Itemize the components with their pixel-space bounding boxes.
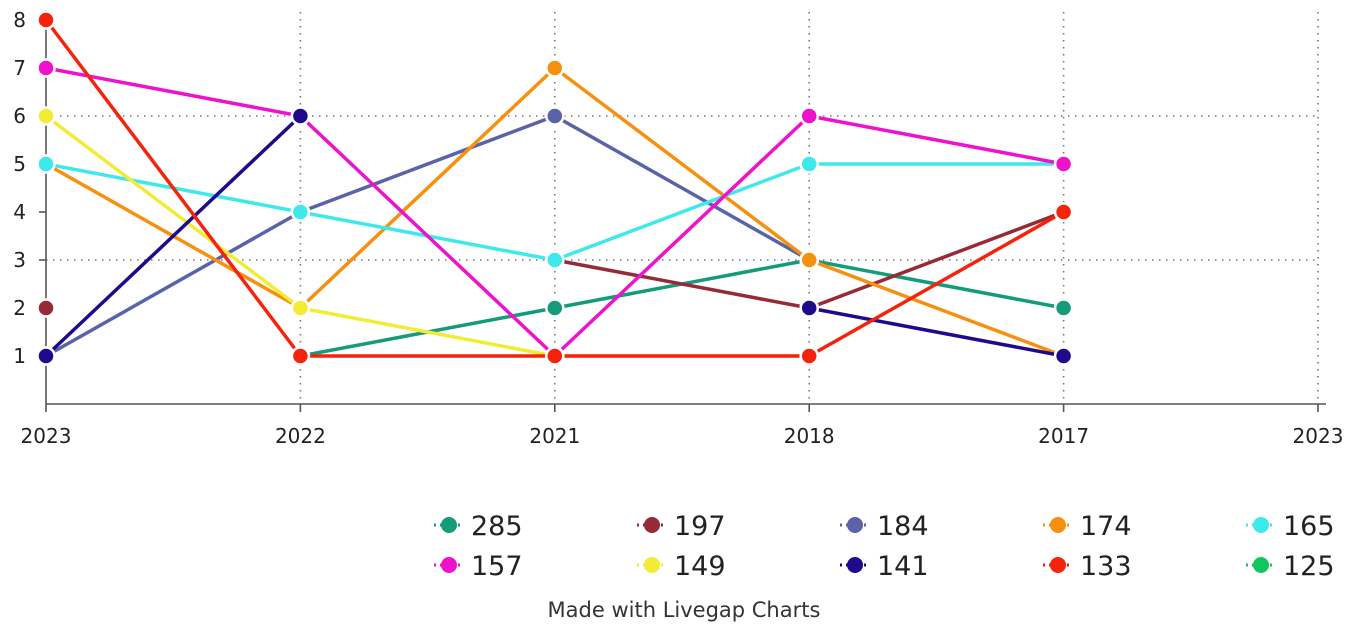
series-line-184: [44, 210, 303, 358]
data-point-157[interactable]: [36, 58, 56, 78]
legend[interactable]: 285 197 184 174 165 157 149 141 133 125: [434, 511, 1335, 582]
series-line-165: [553, 162, 811, 262]
legend-swatch-marker: [847, 517, 863, 533]
series-line-174: [553, 66, 811, 262]
series-line-197: [807, 210, 1066, 310]
legend-item-141[interactable]: 141: [840, 551, 929, 582]
data-point-285[interactable]: [1053, 298, 1074, 318]
x-tick-label: 2023: [21, 424, 72, 448]
data-point-165[interactable]: [545, 250, 565, 270]
legend-swatch-marker: [1050, 557, 1066, 573]
x-tick-label: 2023: [1293, 424, 1344, 448]
legend-item-285[interactable]: 285: [434, 511, 523, 542]
data-point-141[interactable]: [1053, 346, 1074, 366]
series-line-157: [44, 66, 303, 118]
data-point-133[interactable]: [545, 346, 565, 366]
series-line-157: [298, 114, 557, 358]
data-point-141[interactable]: [799, 298, 819, 318]
data-point-174[interactable]: [799, 250, 819, 270]
series-line-141: [807, 306, 1066, 358]
legend-swatch-marker: [644, 557, 660, 573]
data-point-165[interactable]: [799, 154, 819, 174]
y-tick-label: 7: [13, 56, 26, 80]
data-point-184[interactable]: [545, 106, 565, 126]
legend-item-197[interactable]: 197: [637, 511, 726, 542]
legend-label: 285: [471, 511, 523, 542]
data-point-133[interactable]: [799, 346, 819, 366]
legend-item-125[interactable]: 125: [1246, 551, 1335, 582]
data-point-157[interactable]: [799, 106, 819, 126]
x-tick-label: 2017: [1038, 424, 1089, 448]
legend-swatch-marker: [847, 557, 863, 573]
legend-item-184[interactable]: 184: [840, 511, 929, 542]
legend-item-149[interactable]: 149: [637, 551, 726, 582]
axes: 1 2 3 4 5 6 7 8 2023 2022 2021 2018 2017 2023: [13, 8, 1343, 448]
legend-swatch-marker: [1253, 557, 1269, 573]
series-line-149: [44, 114, 303, 310]
series-line-149: [298, 306, 557, 358]
series-line-174: [298, 66, 557, 310]
series-line-133: [807, 210, 1066, 358]
series-line-157: [553, 114, 811, 358]
data-point-197[interactable]: [36, 298, 56, 318]
legend-label: 141: [877, 551, 929, 582]
series-line-141: [44, 114, 303, 358]
x-tick-label: 2018: [784, 424, 835, 448]
legend-item-165[interactable]: 165: [1246, 511, 1335, 542]
series-lines: [44, 18, 1066, 358]
data-point-165[interactable]: [290, 202, 311, 222]
data-point-149[interactable]: [36, 106, 56, 126]
legend-item-157[interactable]: 157: [434, 551, 523, 582]
legend-label: 125: [1283, 551, 1335, 582]
data-point-133[interactable]: [1053, 202, 1074, 222]
data-point-141[interactable]: [290, 106, 311, 126]
series-line-157: [807, 114, 1066, 166]
data-point-133[interactable]: [36, 10, 56, 30]
series-line-133: [44, 18, 303, 358]
legend-swatch-marker: [1253, 517, 1269, 533]
legend-label: 184: [877, 511, 929, 542]
series-line-184: [553, 114, 811, 262]
data-point-133[interactable]: [290, 346, 311, 366]
legend-label: 149: [674, 551, 726, 582]
grid-lines: [46, 12, 1319, 404]
legend-label: 133: [1080, 551, 1132, 582]
legend-label: 157: [471, 551, 523, 582]
data-point-174[interactable]: [545, 58, 565, 78]
data-point-141[interactable]: [36, 346, 56, 366]
series-points: [36, 10, 1074, 366]
credit-text[interactable]: Made with Livegap Charts: [547, 598, 821, 622]
legend-item-133[interactable]: 133: [1043, 551, 1132, 582]
legend-label: 165: [1283, 511, 1335, 542]
legend-swatch-marker: [441, 557, 457, 573]
x-tick-label: 2022: [275, 424, 326, 448]
y-tick-label: 2: [13, 296, 26, 320]
y-tick-label: 3: [13, 248, 26, 272]
y-tick-label: 1: [13, 344, 26, 368]
legend-swatch-marker: [441, 517, 457, 533]
legend-swatch-marker: [644, 517, 660, 533]
data-point-285[interactable]: [545, 298, 565, 318]
y-tick-label: 6: [13, 104, 26, 128]
legend-swatch-marker: [1050, 517, 1066, 533]
y-tick-label: 8: [13, 8, 26, 32]
y-tick-label: 4: [13, 200, 26, 224]
series-line-184: [298, 114, 557, 214]
data-point-149[interactable]: [290, 298, 311, 318]
data-point-165[interactable]: [36, 154, 56, 174]
y-tick-label: 5: [13, 152, 26, 176]
x-tick-label: 2021: [529, 424, 580, 448]
series-line-174: [807, 258, 1066, 358]
legend-label: 197: [674, 511, 726, 542]
data-point-157[interactable]: [1053, 154, 1074, 174]
series-line-197: [553, 258, 811, 310]
legend-item-174[interactable]: 174: [1043, 511, 1132, 542]
legend-label: 174: [1080, 511, 1132, 542]
